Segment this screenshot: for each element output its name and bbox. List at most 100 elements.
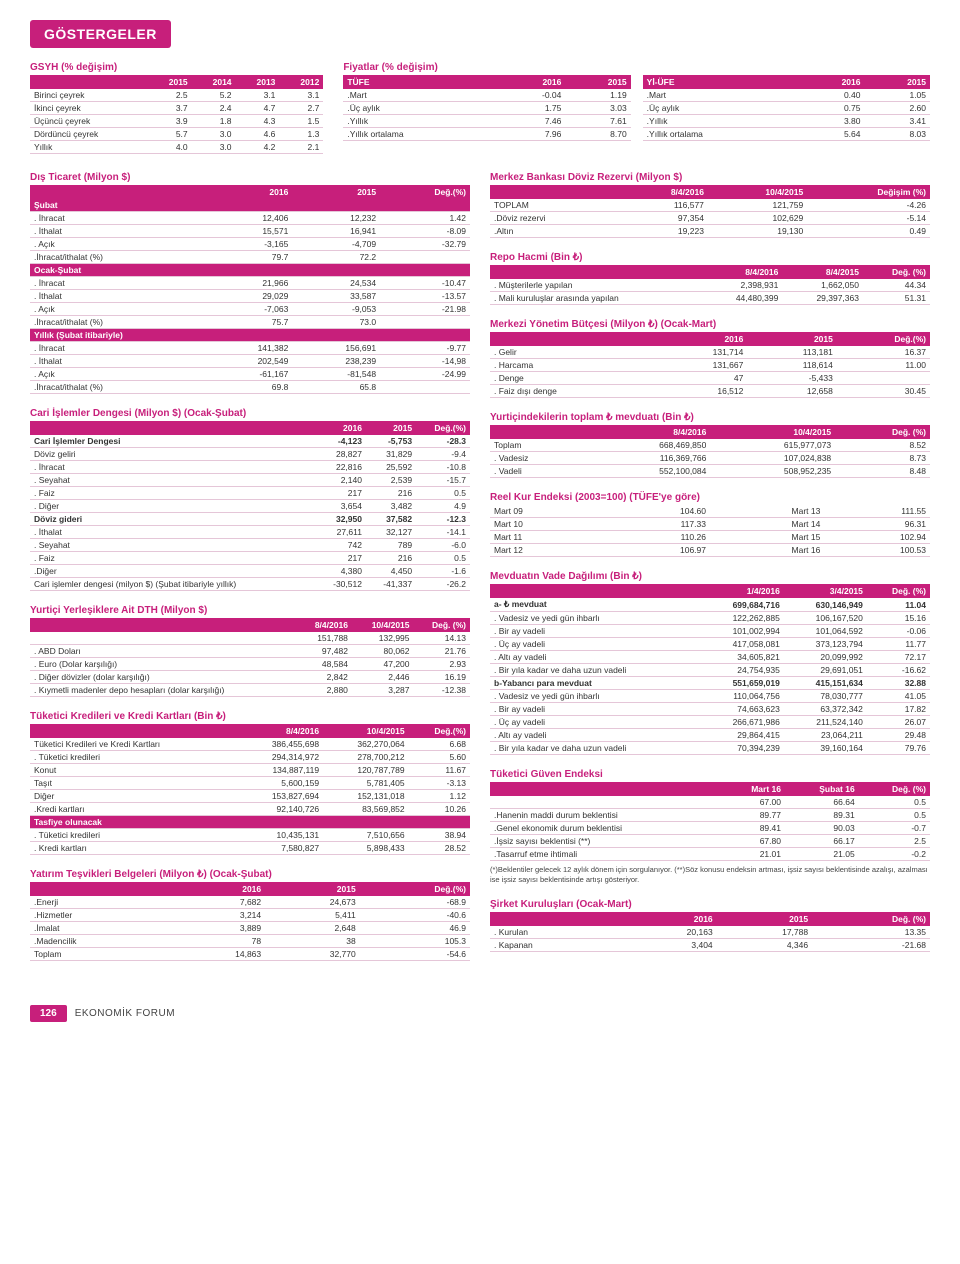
table-cell: -0.06: [867, 625, 930, 638]
table-cell: 13.35: [812, 926, 930, 939]
table-cell: 10,435,131: [238, 829, 324, 842]
column-header: [490, 425, 586, 439]
table-cell: -40.6: [360, 909, 470, 922]
table-cell: 1.42: [380, 212, 470, 225]
table-cell: 16,941: [292, 225, 380, 238]
table-cell: 2,446: [352, 671, 414, 684]
table-cell: 14,863: [171, 948, 266, 961]
table-cell: 3.1: [236, 89, 280, 102]
table-row: .İhracat/ithalat (%)69.865.8: [30, 381, 470, 394]
table-cell: Birinci çeyrek: [30, 89, 148, 102]
table-cell: -9.4: [416, 448, 470, 461]
table-cell: . Altı ay vadeli: [490, 651, 701, 664]
table-cell: 3.03: [565, 102, 630, 115]
table-row: Tüketici Kredileri ve Kredi Kartları386,…: [30, 738, 470, 751]
table-cell: 4.9: [416, 500, 470, 513]
table-cell: -0.2: [859, 848, 930, 861]
column-header: Değ. (%): [835, 425, 930, 439]
table-cell: 3,404: [621, 938, 716, 951]
table-cell: 2,842: [297, 671, 352, 684]
table-cell: .İhracat/ithalat (%): [30, 316, 205, 329]
table-row: .Döviz rezervi97,354102,629-5.14: [490, 212, 930, 225]
footer-title: EKONOMİK FORUM: [75, 1008, 175, 1019]
table-row: . Tüketici kredileri10,435,1317,510,6563…: [30, 829, 470, 842]
table-cell: 2,398,931: [702, 279, 783, 292]
table-cell: 0.49: [807, 225, 930, 238]
table-row: . İhracat12,40612,2321.42: [30, 212, 470, 225]
table-cell: 12,406: [205, 212, 293, 225]
table-cell: 238,239: [292, 355, 380, 368]
table-row: . Altı ay vadeli29,864,41523,064,21129.4…: [490, 729, 930, 742]
table-row: . Diğer dövizler (dolar karşılığı)2,8422…: [30, 671, 470, 684]
table-cell: 72.17: [867, 651, 930, 664]
table-cell: 551,659,019: [701, 677, 784, 690]
table-cell: 69.8: [205, 381, 293, 394]
table-cell: . Diğer dövizler (dolar karşılığı): [30, 671, 297, 684]
table-cell: 75.7: [205, 316, 293, 329]
table-cell: 17.82: [867, 703, 930, 716]
table-cell: -68.9: [360, 896, 470, 909]
table-cell: 47: [656, 372, 747, 385]
table-row: . Bir yıla kadar ve daha uzun vadeli24,7…: [490, 664, 930, 677]
table-cell: 266,671,986: [701, 716, 784, 729]
table-cell: 106.97: [604, 544, 710, 557]
table-cell: 101,002,994: [701, 625, 784, 638]
table-cell: 96.31: [824, 518, 930, 531]
repo-block: Repo Hacmi (Bin ₺) 8/4/20168/4/2015Değ. …: [490, 252, 930, 305]
column-header: 2015: [366, 421, 416, 435]
table-row: . Açık-7,063-9,053-21.98: [30, 303, 470, 316]
table-cell: .Hanenin maddi durum beklentisi: [490, 809, 721, 822]
table-cell: 5.2: [192, 89, 236, 102]
repo-table: 8/4/20168/4/2015Değ. (%). Müşterilerle y…: [490, 265, 930, 305]
column-header: 8/4/2016: [702, 265, 783, 279]
table-row: . Açık-61,167-81,548-24.99: [30, 368, 470, 381]
table-cell: 32.88: [867, 677, 930, 690]
table-cell: 156,691: [292, 342, 380, 355]
merkez-rezerv-table: 8/4/201610/4/2015Değişim (%)TOPLAM116,57…: [490, 185, 930, 238]
table-cell: 141,382: [205, 342, 293, 355]
table-cell: [380, 251, 470, 264]
table-cell: . Üç ay vadeli: [490, 716, 701, 729]
table-cell: . Müşterilerle yapılan: [490, 279, 702, 292]
yatirim-tesvik-block: Yatırım Teşvikleri Belgeleri (Milyon ₺) …: [30, 869, 470, 961]
table-row: . Mali kuruluşlar arasında yapılan44,480…: [490, 292, 930, 305]
tuketici-kredi-block: Tüketici Kredileri ve Kredi Kartları (Bi…: [30, 711, 470, 855]
table-cell: Mart 14: [710, 518, 824, 531]
table-cell: 83,569,852: [323, 803, 409, 816]
column-header: 2015: [292, 185, 380, 199]
column-header: Değ.(%): [416, 421, 470, 435]
table-cell: 113,181: [747, 346, 837, 359]
table-cell: 3,214: [171, 909, 266, 922]
column-header: 2016: [799, 75, 865, 89]
yatirim-tesvik-title: Yatırım Teşvikleri Belgeleri (Milyon ₺) …: [30, 869, 470, 882]
column-header: 2015: [717, 912, 812, 926]
table-cell: 51.31: [863, 292, 930, 305]
table-cell: .Genel ekonomik durum beklentisi: [490, 822, 721, 835]
table-cell: . Vadesiz ve yedi gün ihbarlı: [490, 612, 701, 625]
table-cell: 11.67: [409, 764, 470, 777]
table-cell: . Vadesiz: [490, 452, 586, 465]
column-header: 1/4/2016: [701, 584, 784, 598]
table-cell: TOPLAM: [490, 199, 619, 212]
table-cell: 116,577: [619, 199, 708, 212]
table-cell: -61,167: [205, 368, 293, 381]
table-cell: . İthalat: [30, 355, 205, 368]
table-cell: 107,024,838: [710, 452, 835, 465]
table-cell: 66.64: [785, 796, 859, 809]
table-cell: Döviz geliri: [30, 448, 316, 461]
column-header: [490, 584, 701, 598]
table-cell: 3.80: [799, 115, 865, 128]
table-cell: 23,064,211: [784, 729, 867, 742]
table-row: . Üç ay vadeli266,671,986211,524,14026.0…: [490, 716, 930, 729]
table-cell: 19,130: [708, 225, 807, 238]
table-cell: -4.26: [807, 199, 930, 212]
table-row: . Bir ay vadeli74,663,62363,372,34217.82: [490, 703, 930, 716]
table-cell: 116,369,766: [586, 452, 711, 465]
table-cell: 2.4: [192, 102, 236, 115]
table-cell: 29,691,051: [784, 664, 867, 677]
table-row: . Seyahat742789-6.0: [30, 539, 470, 552]
table-cell: .Kredi kartları: [30, 803, 238, 816]
table-row: . Tüketici kredileri294,314,972278,700,2…: [30, 751, 470, 764]
table-cell: 7,580,827: [238, 842, 324, 855]
table-cell: . Faiz dışı denge: [490, 385, 656, 398]
